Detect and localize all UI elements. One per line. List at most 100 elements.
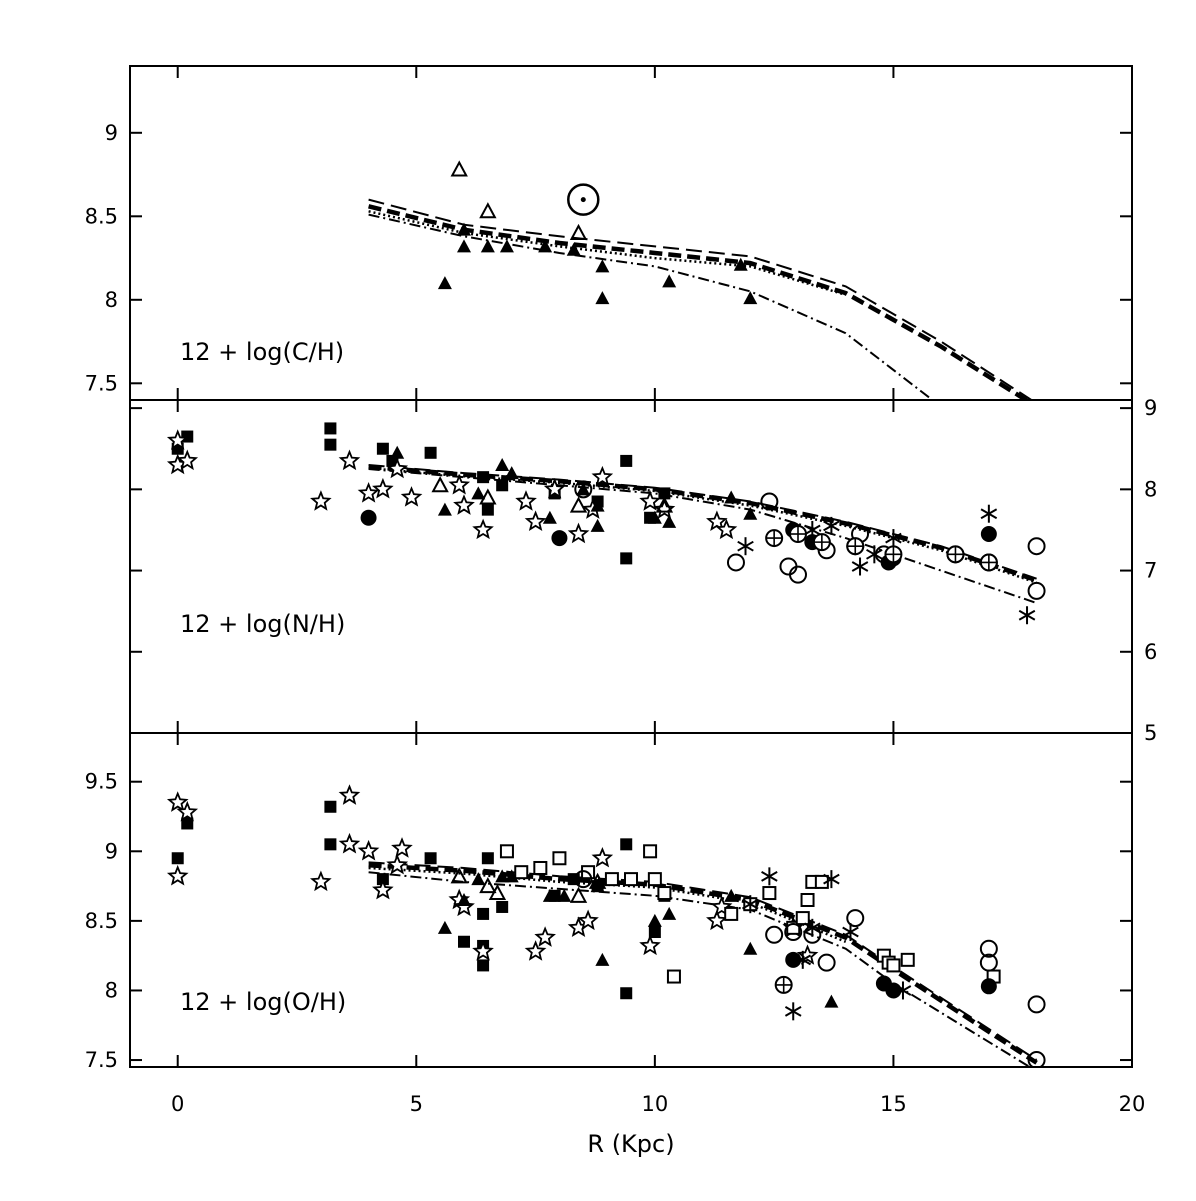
x-tick-label: 20 [1119, 1092, 1146, 1116]
open-triangle-marker [488, 883, 507, 901]
asterisk-marker [851, 557, 869, 576]
filled-circle-marker [980, 978, 997, 995]
y-tick-label: 5 [1144, 721, 1157, 745]
asterisk-marker [823, 516, 840, 535]
open-star-marker [391, 837, 413, 858]
open-star-marker [338, 832, 361, 854]
filled-square-marker [324, 800, 337, 813]
panel-2-frame [129, 732, 1133, 1068]
filled-triangle-marker [724, 490, 739, 504]
filled-square-marker [477, 907, 490, 920]
filled-triangle-marker [743, 941, 758, 955]
asterisk-marker [761, 867, 778, 886]
filled-square-marker [567, 873, 580, 886]
open-star-marker [472, 518, 494, 540]
filled-triangle-marker [542, 510, 557, 524]
filled-square-marker [424, 852, 437, 865]
asterisk-marker [980, 504, 998, 523]
filled-triangle-marker [495, 869, 510, 883]
circled-cross-marker [789, 525, 807, 544]
y-tick-label: 8.5 [85, 204, 118, 228]
filled-square-marker [477, 959, 490, 972]
open-star-marker [534, 926, 556, 947]
open-square-marker [886, 958, 901, 973]
y-tick-label: 9 [105, 839, 118, 863]
y-tick-label: 8 [1144, 477, 1157, 501]
open-circle-marker [1027, 995, 1046, 1014]
panel-label-nitrogen: 12 + log(N/H) [180, 610, 345, 638]
filled-circle-marker [785, 951, 802, 968]
y-tick-label: 8 [105, 978, 118, 1002]
open-square-marker [724, 906, 739, 921]
open-triangle-marker [569, 496, 588, 513]
filled-triangle-marker [724, 888, 739, 902]
open-circle-marker [789, 565, 807, 584]
panel-0-model-curves [368, 198, 1034, 400]
filled-square-marker [481, 503, 494, 516]
filled-square-marker [458, 935, 470, 948]
filled-triangle-marker [595, 259, 610, 273]
open-star-marker [639, 934, 661, 956]
open-star-marker [166, 429, 189, 450]
open-circle-marker [760, 492, 779, 511]
open-triangle-marker [479, 876, 497, 894]
open-star-marker [453, 494, 475, 515]
y-tick-label: 9 [105, 121, 118, 145]
asterisk-marker [1018, 606, 1036, 625]
open-star-marker [166, 791, 189, 812]
filled-triangle-marker [542, 888, 557, 902]
filled-triangle-marker [662, 514, 677, 528]
open-star-marker [715, 518, 738, 540]
open-star-marker [372, 878, 394, 900]
open-star-marker [400, 486, 423, 507]
open-triangle-marker [431, 476, 449, 493]
filled-triangle-marker [662, 274, 677, 288]
filled-square-marker [481, 852, 494, 865]
open-star-marker [524, 510, 547, 532]
panel-label-carbon: 12 + log(C/H) [180, 338, 344, 366]
filled-triangle-marker [566, 242, 581, 256]
open-star-marker [639, 490, 661, 511]
circled-cross-marker [884, 545, 903, 564]
filled-triangle-marker [437, 502, 452, 516]
filled-triangle-marker [824, 994, 839, 1008]
open-star-marker [386, 853, 409, 875]
filled-square-marker [620, 838, 633, 851]
filled-circle-marker [885, 982, 902, 999]
open-circle-marker [784, 923, 803, 942]
filled-square-marker [324, 438, 337, 451]
sun-marker [567, 183, 600, 216]
open-triangle-marker [450, 160, 468, 177]
filled-triangle-marker [662, 906, 677, 920]
asterisk-marker [842, 923, 859, 942]
filled-triangle-marker [471, 486, 486, 500]
open-circle-marker [979, 953, 998, 972]
model-curve-long-dash [368, 198, 1034, 400]
open-square-marker [643, 844, 658, 859]
filled-triangle-marker [595, 291, 610, 305]
open-star-marker [706, 510, 728, 532]
asterisk-marker [894, 981, 912, 1000]
open-square-marker [514, 865, 529, 880]
open-star-marker [472, 940, 494, 961]
open-square-marker [624, 872, 638, 887]
open-square-marker [657, 886, 672, 901]
filled-triangle-marker [457, 239, 471, 253]
circled-cross-marker [846, 537, 865, 556]
open-square-marker [762, 886, 777, 901]
open-star-marker [357, 839, 380, 861]
filled-triangle-marker [457, 222, 471, 236]
open-circle-marker [574, 480, 593, 499]
x-tick-label: 10 [641, 1092, 668, 1116]
asterisk-marker [823, 870, 840, 889]
panel-label-oxygen: 12 + log(O/H) [180, 988, 346, 1016]
open-star-marker [166, 864, 189, 886]
circled-cross-marker [979, 553, 998, 572]
asterisk-marker [794, 950, 812, 969]
open-star-marker [176, 800, 199, 822]
filled-triangle-marker [733, 257, 748, 271]
open-star-marker [372, 477, 394, 499]
x-axis-title: R (Kpc) [587, 1130, 674, 1158]
model-curve-bold-dash [368, 464, 1038, 583]
